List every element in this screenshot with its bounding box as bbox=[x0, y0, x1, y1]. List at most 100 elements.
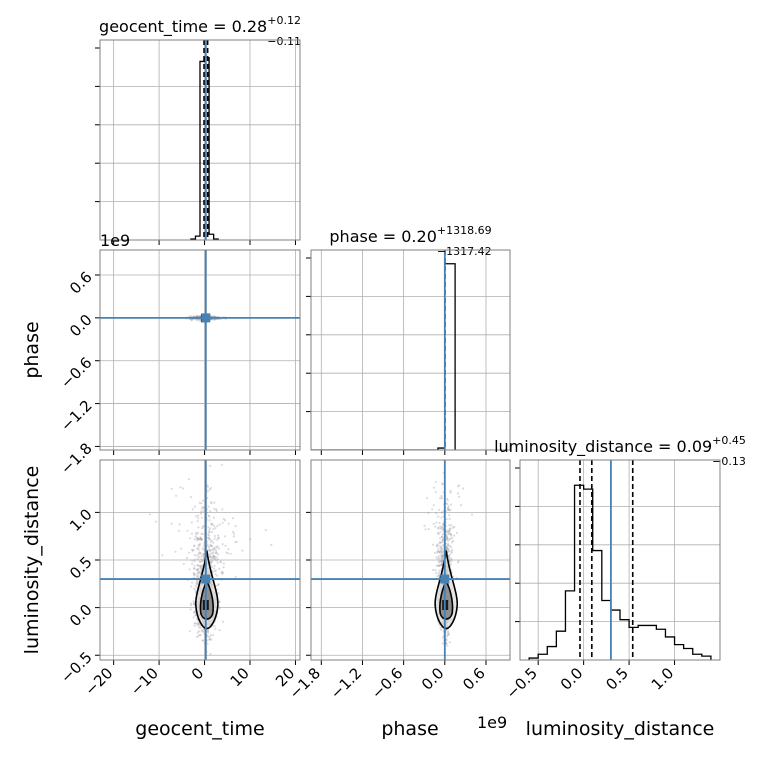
sample-point bbox=[447, 505, 450, 508]
sample-point bbox=[447, 556, 451, 559]
sample-point bbox=[193, 564, 196, 567]
sample-point bbox=[195, 319, 198, 322]
sample-point bbox=[441, 536, 444, 539]
sample-point bbox=[440, 495, 443, 498]
sample-point bbox=[439, 537, 442, 540]
sample-point bbox=[194, 535, 197, 538]
sample-point bbox=[440, 551, 443, 555]
sample-point bbox=[445, 530, 448, 533]
x-tick-label: 0.6 bbox=[459, 664, 489, 694]
sample-point bbox=[440, 545, 443, 548]
sample-point bbox=[218, 523, 221, 526]
sample-point bbox=[203, 556, 206, 559]
sample-point bbox=[195, 314, 199, 318]
sample-point bbox=[216, 545, 219, 548]
sample-point bbox=[214, 546, 217, 549]
sample-point bbox=[438, 525, 442, 528]
sample-point bbox=[196, 573, 199, 576]
sample-point bbox=[448, 530, 451, 533]
truth-marker bbox=[440, 574, 450, 584]
sample-point bbox=[202, 554, 205, 557]
sample-point bbox=[211, 522, 214, 526]
sample-point bbox=[198, 556, 201, 559]
sample-point bbox=[446, 542, 449, 545]
title-median: 0.09 bbox=[677, 437, 713, 456]
sample-point bbox=[437, 526, 440, 530]
sample-point bbox=[188, 568, 191, 571]
sample-point bbox=[423, 524, 426, 528]
x-tick-label: 0.5 bbox=[602, 664, 632, 694]
sample-point bbox=[211, 556, 214, 559]
sample-point bbox=[208, 515, 211, 518]
sample-point bbox=[216, 546, 219, 549]
sample-point bbox=[462, 487, 465, 490]
sample-point bbox=[209, 527, 212, 530]
title-minus-error: −1317.42 bbox=[437, 245, 492, 258]
sample-point bbox=[450, 546, 453, 549]
scatter-plot-area bbox=[311, 460, 510, 660]
x-axis-label-luminosity-distance: luminosity_distance bbox=[526, 718, 715, 740]
sample-point bbox=[447, 543, 450, 547]
sample-point bbox=[192, 572, 195, 575]
sample-point bbox=[195, 581, 198, 585]
sample-point bbox=[447, 555, 451, 558]
sample-point bbox=[439, 559, 442, 562]
sample-point bbox=[441, 539, 444, 542]
sample-point bbox=[192, 574, 196, 577]
sample-point bbox=[217, 592, 220, 595]
sample-point bbox=[207, 526, 210, 529]
sample-point bbox=[193, 624, 196, 627]
sample-point bbox=[199, 536, 202, 539]
sample-point bbox=[434, 525, 437, 528]
panel-frame bbox=[99, 459, 301, 661]
sample-point bbox=[439, 560, 442, 563]
x-tick-label: 0.0 bbox=[418, 664, 448, 694]
title-plus-error: +1318.69 bbox=[437, 224, 492, 237]
histogram-step bbox=[528, 484, 712, 660]
sample-point bbox=[189, 496, 192, 499]
sample-point bbox=[456, 485, 460, 488]
y-tick-label: 0.5 bbox=[66, 553, 96, 583]
sample-point bbox=[441, 557, 444, 560]
sample-point bbox=[213, 537, 216, 540]
sample-point bbox=[208, 488, 211, 491]
sample-point bbox=[449, 537, 452, 540]
sample-point bbox=[439, 497, 442, 500]
sample-point bbox=[212, 554, 215, 557]
sample-point bbox=[450, 551, 453, 554]
sample-point bbox=[440, 526, 443, 529]
sample-point bbox=[221, 508, 224, 511]
sample-point bbox=[199, 633, 202, 637]
sample-point bbox=[437, 547, 440, 551]
sample-point bbox=[437, 532, 440, 536]
sample-point bbox=[196, 315, 199, 318]
sample-point bbox=[195, 622, 198, 626]
sample-point bbox=[206, 544, 209, 548]
sample-point bbox=[206, 536, 210, 540]
sample-point bbox=[215, 556, 218, 559]
sample-point bbox=[196, 624, 200, 627]
sample-point bbox=[225, 551, 228, 554]
sample-point bbox=[201, 559, 204, 562]
sample-point bbox=[432, 522, 435, 526]
sample-point bbox=[435, 564, 438, 567]
sample-point bbox=[199, 537, 202, 540]
sample-point bbox=[435, 512, 438, 515]
sample-point bbox=[206, 639, 209, 642]
sample-point bbox=[447, 633, 450, 637]
sample-point bbox=[206, 630, 209, 633]
sample-point bbox=[209, 653, 212, 656]
sample-point bbox=[206, 543, 209, 546]
sample-point bbox=[197, 548, 200, 551]
sample-point bbox=[440, 560, 443, 563]
sample-point bbox=[216, 534, 220, 537]
sample-point bbox=[196, 575, 199, 578]
sample-point bbox=[211, 315, 215, 318]
sample-point bbox=[194, 584, 197, 588]
sample-point bbox=[232, 530, 235, 534]
sample-point bbox=[193, 611, 196, 614]
sample-point bbox=[220, 571, 223, 574]
sample-point bbox=[270, 543, 273, 547]
sample-point bbox=[200, 510, 203, 513]
sample-point bbox=[437, 560, 440, 563]
